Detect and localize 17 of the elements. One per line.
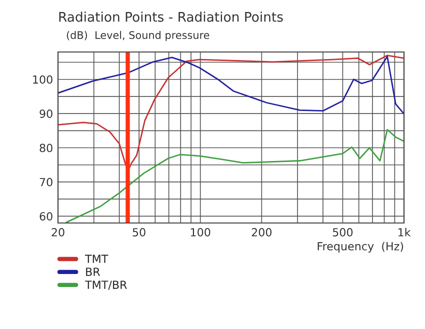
legend-label: TMT: [84, 254, 108, 263]
y-tick-label: 80: [40, 144, 52, 152]
x-tick-label: 200: [252, 228, 272, 236]
x-tick-label: 500: [332, 228, 353, 236]
x-tick-label: 20: [52, 228, 64, 236]
y-tick-label: 100: [33, 75, 52, 84]
chart-subtitle: (dB) Level, Sound pressure: [66, 30, 210, 42]
x-axis-title: Frequency (Hz): [318, 242, 404, 253]
legend-label: BR: [86, 268, 100, 276]
x-tick-label: 1k: [398, 228, 411, 236]
legend-label: TMT/BR: [84, 280, 127, 290]
x-tick-label: 100: [190, 228, 210, 236]
y-tick-label: 90: [40, 110, 52, 118]
chart-title: Radiation Points - Radiation Points: [59, 12, 283, 22]
y-tick-label: 70: [40, 178, 52, 186]
y-tick-label: 60: [40, 212, 52, 221]
x-tick-label: 50: [132, 228, 146, 236]
